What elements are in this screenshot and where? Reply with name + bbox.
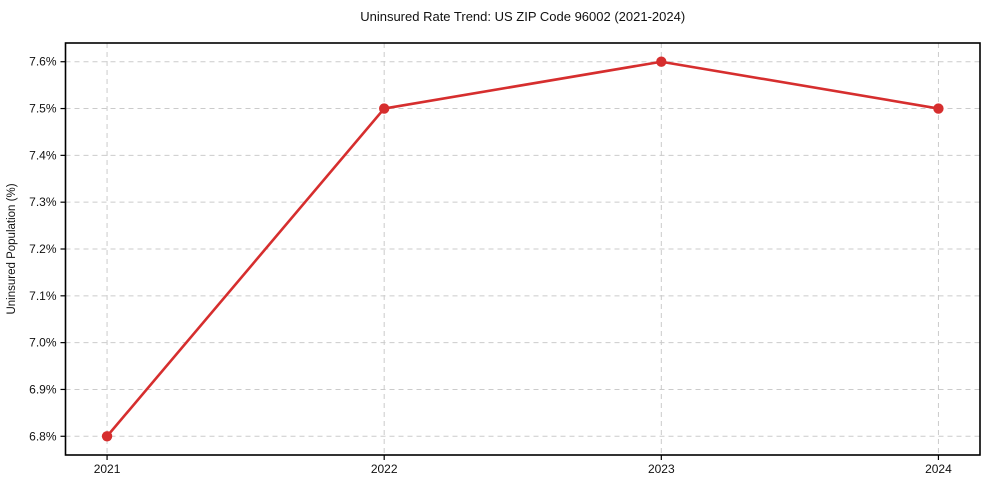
data-point	[933, 103, 944, 114]
y-tick-label: 6.8%	[29, 429, 57, 443]
y-tick-label: 7.2%	[29, 242, 57, 256]
data-point	[378, 103, 390, 114]
y-tick-label: 7.0%	[29, 336, 57, 350]
y-tick-label: 7.1%	[29, 289, 57, 303]
y-tick-label: 6.9%	[29, 382, 57, 396]
x-tick-label: 2023	[648, 462, 675, 476]
data-line	[105, 60, 940, 438]
x-tick-label: 2024	[925, 462, 952, 476]
x-tick-label: 2021	[94, 462, 121, 476]
data-point	[101, 431, 113, 442]
data-point	[656, 56, 667, 67]
grid-lines	[65, 43, 980, 455]
chart-title: Uninsured Rate Trend: US ZIP Code 96002 …	[360, 9, 685, 24]
data-series	[101, 56, 944, 442]
y-axis-label: Uninsured Population (%)	[6, 183, 18, 314]
x-tick-label: 2022	[371, 462, 398, 476]
y-tick-label: 7.5%	[29, 102, 57, 116]
axes: 6.8% 6.9% 7.0% 7.1% 7.2% 7.3% 7.4% 7.5% 7.6% 2021…	[29, 55, 952, 476]
y-tick-label: 7.4%	[29, 148, 57, 162]
y-tick-label: 7.3%	[29, 195, 57, 209]
y-tick-label: 7.6%	[29, 55, 57, 69]
plot-border	[64, 42, 981, 456]
